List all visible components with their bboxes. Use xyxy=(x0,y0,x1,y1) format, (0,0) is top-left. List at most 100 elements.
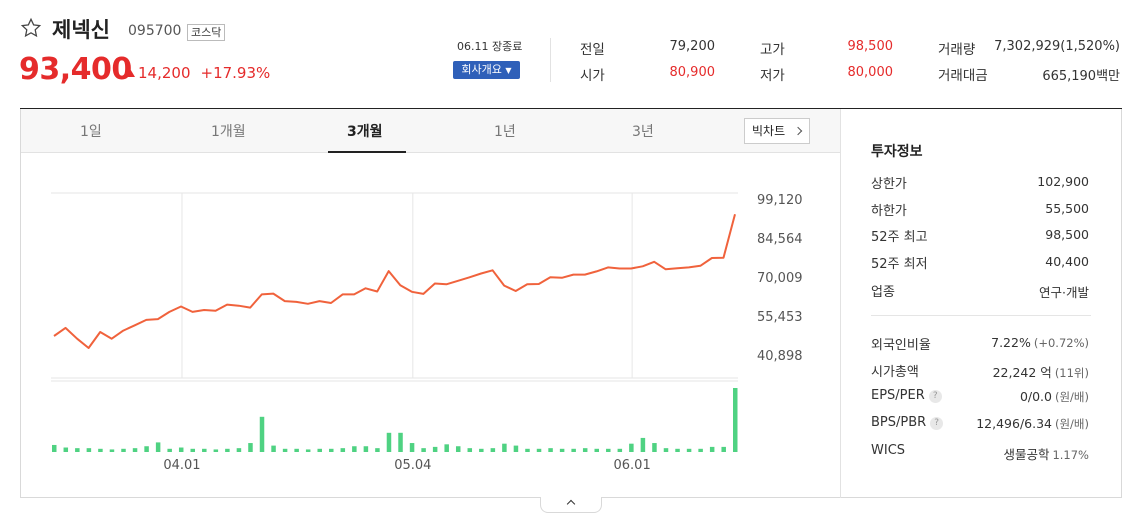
market-badge: 코스닥 xyxy=(187,24,226,41)
info-value: 생물공학 1.17% xyxy=(1003,444,1089,463)
header-rule xyxy=(20,108,1122,109)
price-line xyxy=(53,214,736,349)
info-value-text: 102,900 xyxy=(1037,174,1089,189)
volume-bar xyxy=(559,448,565,452)
volume-bar xyxy=(675,448,680,452)
info-label-text: 업종 xyxy=(871,285,895,300)
volume-bar xyxy=(536,448,542,452)
tab-1-year[interactable]: 1년 xyxy=(494,124,516,140)
info-value-text: 40,400 xyxy=(1045,254,1089,269)
market-close-date: 06.11 장종료 xyxy=(457,40,523,53)
info-label-text: EPS/PER xyxy=(871,388,925,403)
info-value-sub: 1.17% xyxy=(1052,448,1089,462)
summary-label: 저가 xyxy=(760,68,785,84)
volume-bar xyxy=(155,442,161,452)
volume-bar xyxy=(421,448,426,452)
summary-value: 98,500 xyxy=(847,39,894,54)
volume-bar xyxy=(444,444,449,452)
info-value: 7.22% (+0.72%) xyxy=(991,335,1089,350)
info-label-text: WICS xyxy=(871,443,906,458)
volume-bar xyxy=(652,443,657,452)
info-value-text: 생물공학 xyxy=(1003,447,1050,462)
price-chart: 99,120 84,564 70,009 55,453 40,898 04.01 05.04… xyxy=(51,192,803,473)
info-value: 98,500 xyxy=(1045,227,1089,242)
volume-bar xyxy=(294,448,299,452)
info-value-text: 0/0.0 xyxy=(1019,389,1052,404)
volume-bar xyxy=(698,448,703,452)
x-tick-label: 06.01 xyxy=(614,458,651,473)
summary-label: 시가 xyxy=(580,68,605,84)
big-chart-button[interactable]: 빅차트 xyxy=(744,118,810,144)
info-value-sub: (원/배) xyxy=(1054,390,1089,404)
volume-bar xyxy=(271,445,276,452)
info-label: 52주 최고 xyxy=(871,226,928,245)
x-tick-label: 04.01 xyxy=(163,458,200,473)
info-label-text: 하한가 xyxy=(871,204,907,219)
volume-bar xyxy=(86,448,92,452)
y-tick-label: 40,898 xyxy=(757,349,803,364)
help-icon[interactable]: ? xyxy=(928,390,942,403)
tab-3-months[interactable]: 3개월 xyxy=(347,124,383,140)
y-tick-label: 99,120 xyxy=(757,193,803,208)
summary-value: 80,000 xyxy=(847,65,894,80)
volume-bar xyxy=(178,447,184,452)
volume-bar xyxy=(640,437,646,452)
volume-bar xyxy=(52,444,57,452)
chevron-right-icon xyxy=(793,126,803,136)
summary-label: 전일 xyxy=(580,42,605,58)
help-icon[interactable]: ? xyxy=(930,417,944,430)
volume-bar xyxy=(606,448,611,452)
period-tabs: 1일 1개월 3개월 1년 3년 빅차트 xyxy=(21,109,840,153)
summary-label: 고가 xyxy=(760,42,785,58)
info-divider xyxy=(871,315,1091,316)
info-label: 업종 xyxy=(871,281,895,300)
info-value: 55,500 xyxy=(1045,201,1089,216)
caret-down-icon: ▼ xyxy=(505,66,512,75)
volume-bar xyxy=(398,432,403,452)
info-value-text: 55,500 xyxy=(1045,201,1089,216)
info-label: 외국인비율 xyxy=(871,334,931,353)
summary-value: 80,900 xyxy=(669,65,716,80)
tab-3-years[interactable]: 3년 xyxy=(632,124,654,140)
info-label: 시가총액 xyxy=(871,361,919,380)
change-amount: 14,200 xyxy=(138,64,191,82)
info-value: 22,242 억 (11위) xyxy=(993,362,1089,381)
volume-bar xyxy=(236,448,242,452)
y-tick-label: 70,009 xyxy=(757,271,803,286)
volume-bar xyxy=(225,448,230,452)
volume-bar xyxy=(479,448,484,452)
volume-bar xyxy=(109,449,115,452)
volume-bar xyxy=(455,446,461,452)
investment-info-title: 투자정보 xyxy=(871,144,923,160)
stock-name: 제넥신 xyxy=(52,18,110,42)
info-value-sub: (원/배) xyxy=(1054,417,1089,431)
info-value-sub: (+0.72%) xyxy=(1033,336,1089,350)
volume-bar xyxy=(248,443,253,452)
volume-bar xyxy=(98,448,103,452)
company-overview-button[interactable]: 회사개요 ▼ xyxy=(453,61,520,79)
favorite-star-icon[interactable] xyxy=(20,17,42,39)
change-percent: +17.93% xyxy=(200,64,271,82)
volume-bar xyxy=(340,448,346,452)
volume-bar xyxy=(144,446,149,452)
company-overview-label: 회사개요 xyxy=(461,63,502,76)
header-divider xyxy=(550,38,551,82)
volume-bar xyxy=(409,443,415,452)
volume-bar xyxy=(525,448,530,452)
info-value: 102,900 xyxy=(1037,174,1089,189)
tab-1-month[interactable]: 1개월 xyxy=(211,124,246,140)
info-label-text: 시가총액 xyxy=(871,365,919,380)
collapse-toggle-button[interactable] xyxy=(540,497,602,513)
info-value-text: 98,500 xyxy=(1045,227,1089,242)
volume-bar xyxy=(432,446,438,452)
volume-bar xyxy=(63,447,69,452)
volume-bar xyxy=(490,448,496,452)
info-label: 하한가 xyxy=(871,200,907,219)
price-change: 14,200 +17.93% xyxy=(123,64,270,82)
volume-bar xyxy=(629,443,634,452)
tab-1-day[interactable]: 1일 xyxy=(80,124,102,140)
volume-bar xyxy=(733,388,738,452)
info-label-text: 외국인비율 xyxy=(871,338,931,353)
volume-bar xyxy=(363,446,369,452)
volume-bar xyxy=(594,448,599,452)
